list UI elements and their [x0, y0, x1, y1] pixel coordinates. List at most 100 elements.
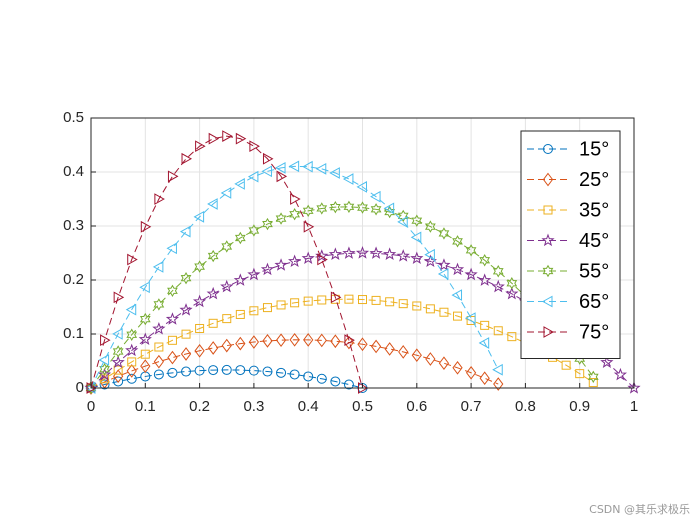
marker [491, 279, 505, 293]
x-tick-label: 0.1 [135, 398, 156, 415]
marker [139, 281, 150, 294]
marker [342, 246, 356, 259]
marker [302, 160, 313, 173]
marker [575, 369, 585, 379]
marker [397, 216, 408, 228]
marker [180, 271, 192, 285]
x-tick-label: 0.3 [243, 398, 264, 415]
legend-marker [541, 295, 553, 308]
marker [410, 231, 422, 244]
marker [262, 152, 274, 165]
legend-box [520, 130, 621, 359]
legend-label: 15° [579, 138, 609, 160]
marker [194, 343, 205, 358]
marker [600, 355, 614, 368]
marker [208, 132, 220, 145]
marker [125, 303, 137, 316]
marker [439, 307, 449, 317]
marker [343, 200, 355, 214]
marker [179, 303, 193, 316]
marker [262, 334, 273, 348]
marker [452, 235, 463, 248]
marker [221, 240, 233, 253]
series-line [90, 206, 594, 389]
marker [276, 170, 288, 183]
marker [235, 132, 247, 145]
marker [425, 304, 435, 314]
marker [275, 333, 287, 347]
marker [412, 301, 422, 311]
y-tick-label: 0 [76, 379, 84, 396]
marker [276, 367, 287, 378]
x-tick-label: 0.9 [569, 398, 590, 415]
marker [112, 328, 123, 340]
marker [152, 261, 164, 273]
marker [139, 312, 151, 326]
x-tick-label: 0.4 [298, 398, 319, 415]
marker [357, 337, 368, 352]
y-tick-label: 0.1 [63, 325, 84, 342]
marker [356, 181, 367, 193]
marker [301, 251, 315, 265]
watermark: CSDN @其乐求极乐 [589, 502, 690, 516]
marker [437, 258, 451, 271]
marker [140, 220, 152, 233]
legend-label: 75° [579, 321, 609, 343]
marker [275, 161, 286, 174]
marker [398, 345, 409, 359]
legend-marker [543, 144, 553, 154]
marker [111, 355, 125, 368]
marker [370, 203, 382, 216]
marker [260, 262, 275, 276]
marker [453, 311, 463, 321]
marker [344, 294, 354, 304]
marker [465, 244, 477, 257]
marker [152, 321, 166, 335]
marker [247, 267, 261, 281]
marker [153, 298, 165, 311]
marker [194, 365, 205, 376]
ticks: 0 0.1 0.2 0.3 0.4 0.5 0.6 0.7 0.8 0.9 1 0 0.1 0.2 0.3 0… [63, 109, 638, 415]
legend-marker [543, 205, 553, 215]
series-line [90, 135, 363, 389]
marker [493, 377, 504, 391]
marker [126, 373, 137, 384]
marker [167, 367, 178, 378]
marker [222, 314, 232, 324]
marker [343, 379, 354, 390]
y-tick-label: 0.4 [63, 163, 84, 180]
marker [181, 366, 192, 377]
marker [383, 202, 395, 215]
marker [505, 286, 519, 300]
marker [126, 364, 137, 378]
legend-label: 45° [579, 230, 609, 252]
marker [113, 365, 123, 375]
marker [342, 173, 354, 185]
marker [288, 160, 300, 173]
marker [588, 378, 598, 388]
marker [438, 356, 450, 371]
marker [329, 200, 341, 214]
marker [206, 286, 220, 300]
marker [248, 335, 260, 349]
marker [330, 291, 342, 304]
marker [193, 211, 205, 223]
marker [140, 349, 150, 359]
marker [154, 342, 164, 352]
marker [587, 370, 599, 384]
marker [99, 363, 110, 376]
marker [207, 249, 219, 263]
legend-marker [543, 326, 555, 338]
marker [437, 268, 449, 280]
y-tick-label: 0.2 [63, 271, 84, 288]
marker [478, 337, 490, 349]
marker [153, 354, 164, 369]
marker [316, 333, 327, 348]
marker [166, 242, 177, 255]
x-tick-label: 0.8 [515, 398, 536, 415]
legend-label: 65° [579, 291, 609, 313]
legend-label: 25° [579, 169, 609, 191]
marker [207, 198, 218, 210]
marker [330, 334, 341, 349]
